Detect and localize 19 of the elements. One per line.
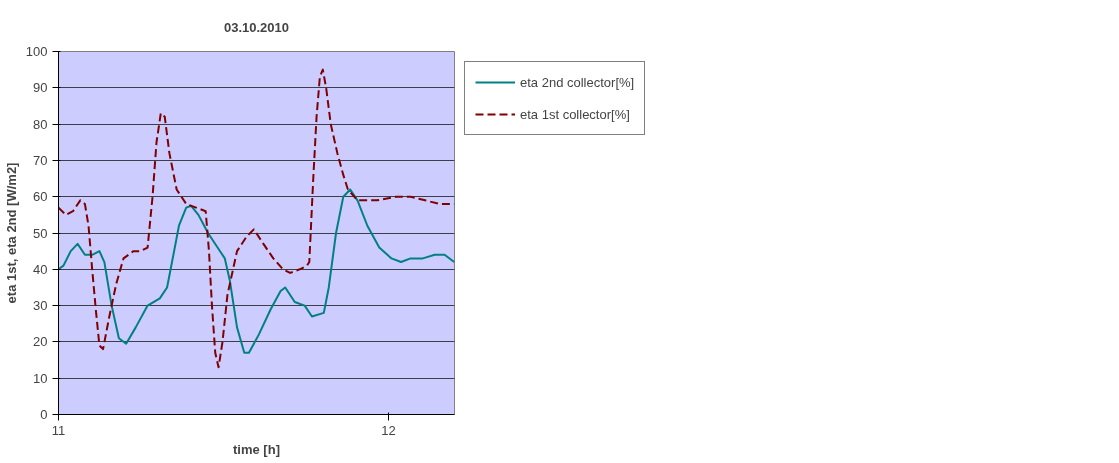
line-series: [58, 188, 455, 354]
y-tick-label: 20: [33, 334, 48, 350]
y-tick-label: 60: [33, 189, 48, 205]
y-tick-label: 50: [33, 225, 48, 241]
y-tick-label: 70: [33, 152, 48, 168]
y-tick-label: 100: [25, 44, 48, 59]
x-tick-label: 11: [51, 422, 66, 438]
y-tick-label: 30: [33, 298, 48, 314]
y-tick-label: 90: [33, 80, 48, 96]
y-tick-label: 0: [40, 407, 48, 422]
y-tick-label: 40: [33, 261, 48, 277]
legend-label: eta 1st collector[%]: [520, 106, 630, 122]
y-axis-title: eta 1st, eta 2nd [W/m2]: [3, 162, 19, 304]
chart-title: 03.10.2010: [223, 19, 290, 35]
x-axis-title: time [h]: [233, 441, 280, 457]
y-tick-label: 10: [33, 370, 48, 386]
x-tick-label: 12: [381, 422, 396, 438]
y-tick-label: 80: [33, 116, 48, 132]
legend-label: eta 2nd collector[%]: [520, 74, 635, 90]
